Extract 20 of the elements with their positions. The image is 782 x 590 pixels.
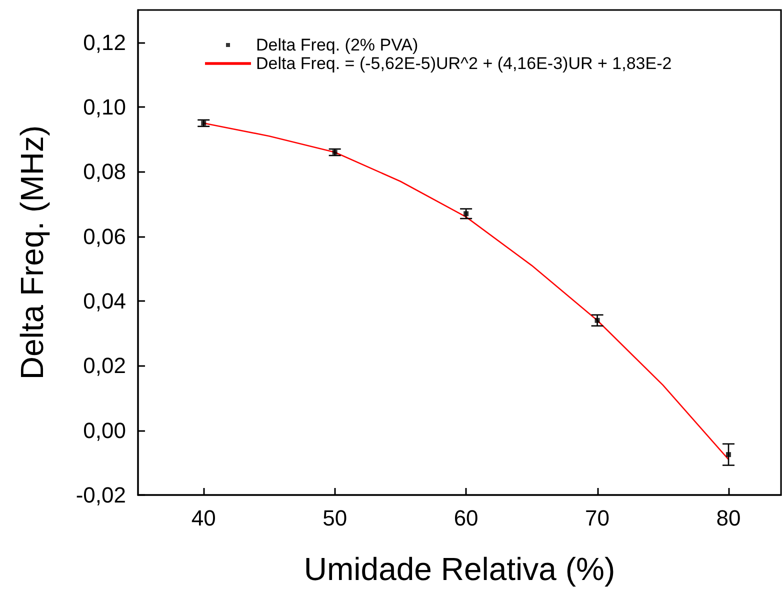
y-tick-label: -0,02 (76, 482, 126, 508)
x-axis-title: Umidade Relativa (%) (304, 551, 616, 587)
y-axis-title: Delta Freq. (MHz) (14, 125, 50, 380)
y-tick-label: 0,10 (83, 94, 126, 120)
y-tick-label: 0,04 (83, 288, 126, 314)
x-tick-label: 50 (322, 506, 348, 530)
x-tick-label: 40 (191, 506, 216, 530)
y-tick-label: 0,06 (83, 224, 126, 249)
legend-label: Delta Freq. = (-5,62E-5)UR^2 + (4,16E-3)UR + 1,83E-2 (256, 54, 672, 73)
point (726, 452, 732, 458)
legend-label: Delta Freq. (2% PVA) (256, 36, 418, 54)
x-tick-label: 60 (454, 506, 478, 530)
point (594, 318, 600, 323)
x-tick-label: 70 (585, 506, 610, 530)
y-tick-label: 0,08 (83, 159, 126, 184)
point (464, 211, 469, 216)
x-tick-label: 80 (716, 506, 741, 530)
y-tick-label: 0,02 (83, 353, 126, 378)
y-tick-label: 0,12 (83, 30, 126, 55)
y-tick-label: 0,00 (83, 418, 126, 443)
